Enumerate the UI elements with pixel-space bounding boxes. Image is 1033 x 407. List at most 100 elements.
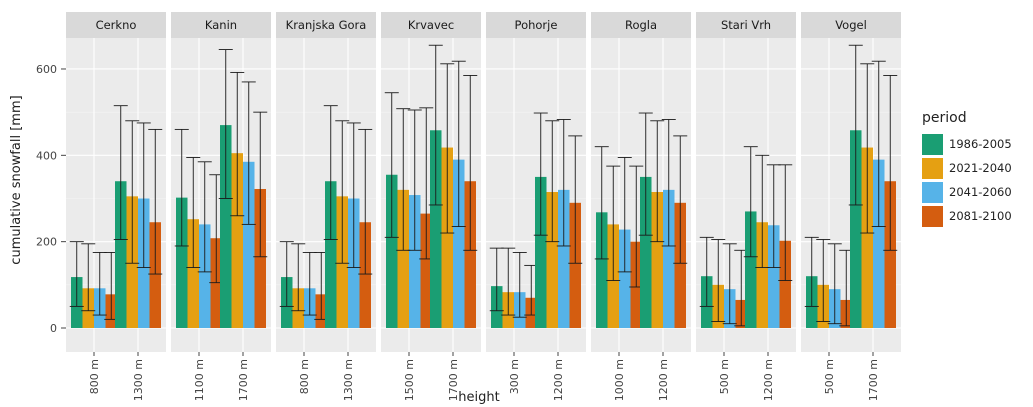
x-tick-label: 1700 m bbox=[867, 359, 880, 401]
x-tick-label: 1200 m bbox=[762, 359, 775, 401]
bar-2081-2100 bbox=[254, 188, 266, 328]
error-bar bbox=[650, 120, 665, 243]
error-bar bbox=[743, 146, 758, 258]
error-bar bbox=[778, 164, 793, 281]
facet-panel: Stari Vrh 500 m 1200 m bbox=[696, 12, 796, 401]
facet-strip bbox=[591, 12, 691, 38]
facet-title: Pohorje bbox=[515, 18, 558, 32]
error-bar bbox=[860, 63, 875, 234]
bar-2081-2100 bbox=[420, 213, 432, 328]
x-tick-label: 500 m bbox=[718, 359, 731, 394]
error-bar bbox=[545, 120, 560, 243]
error-bar bbox=[463, 75, 478, 251]
error-bar bbox=[594, 146, 609, 260]
legend-item: 2081-2100 bbox=[922, 204, 1027, 228]
legend-item: 1986-2005 bbox=[922, 132, 1027, 156]
facet-strip bbox=[381, 12, 481, 38]
bar-2041-2060 bbox=[663, 189, 675, 328]
facet-panel: Cerkno 800 m 1300 m bbox=[66, 12, 166, 401]
error-bar bbox=[501, 247, 516, 316]
error-bar bbox=[148, 128, 163, 275]
error-bar bbox=[358, 128, 373, 275]
bar-2021-2040 bbox=[187, 219, 199, 328]
error-bar bbox=[556, 119, 571, 247]
facet-panel: Vogel 500 m 1700 m bbox=[801, 12, 901, 401]
bar-1986-2005 bbox=[220, 125, 232, 328]
legend-swatch bbox=[922, 181, 943, 203]
x-tick-label: 800 m bbox=[88, 359, 101, 394]
error-bar bbox=[816, 239, 831, 322]
bar-1986-2005 bbox=[640, 176, 652, 328]
legend-swatch bbox=[922, 157, 943, 179]
error-bar bbox=[883, 75, 898, 251]
bar-2021-2040 bbox=[231, 153, 243, 328]
error-bar bbox=[533, 112, 548, 236]
error-bar bbox=[346, 122, 361, 269]
error-bar bbox=[673, 135, 688, 264]
x-tick-label: 1700 m bbox=[237, 359, 250, 401]
facet-title: Cerkno bbox=[96, 18, 137, 32]
bar-2041-2060 bbox=[199, 224, 211, 328]
bar-2081-2100 bbox=[569, 202, 581, 328]
x-tick-label: 500 m bbox=[823, 359, 836, 394]
y-axis-label: cumulative snowfall [mm] bbox=[9, 95, 24, 264]
error-bar bbox=[335, 120, 350, 264]
legend: period 1986-2005 2021-2040 2041-2060 2081-2… bbox=[922, 110, 1027, 228]
error-bar bbox=[638, 112, 653, 236]
error-bar bbox=[699, 236, 714, 307]
bar-1986-2005 bbox=[386, 174, 398, 328]
bar-2021-2040 bbox=[861, 147, 873, 328]
y-tick-label: 200 bbox=[36, 236, 57, 249]
legend-swatch bbox=[922, 205, 943, 227]
error-bar bbox=[136, 122, 151, 269]
bar-1986-2005 bbox=[850, 130, 862, 328]
error-bar bbox=[69, 241, 84, 307]
error-bar bbox=[512, 252, 527, 318]
legend-swatch bbox=[922, 133, 943, 155]
legend-title: period bbox=[922, 110, 967, 126]
error-bar bbox=[617, 157, 632, 273]
facet-strip bbox=[276, 12, 376, 38]
bar-2081-2100 bbox=[779, 240, 791, 328]
facet-strip bbox=[66, 12, 166, 38]
bar-2021-2040 bbox=[546, 192, 558, 328]
legend-item: 2021-2040 bbox=[922, 156, 1027, 180]
error-bar bbox=[174, 128, 189, 247]
legend-label: 2081-2100 bbox=[949, 209, 1012, 223]
error-bar bbox=[711, 239, 726, 322]
error-bar bbox=[440, 63, 455, 234]
error-bar bbox=[197, 161, 212, 273]
bar-2021-2040 bbox=[756, 222, 768, 328]
bar-2021-2040 bbox=[397, 189, 409, 328]
bar-2021-2040 bbox=[441, 147, 453, 328]
facet-title: Vogel bbox=[835, 18, 867, 32]
error-bar bbox=[848, 44, 863, 206]
bar-2041-2060 bbox=[409, 195, 421, 328]
legend-label: 1986-2005 bbox=[949, 137, 1012, 151]
facet-title: Kranjska Gora bbox=[286, 18, 367, 32]
error-bar bbox=[407, 109, 422, 251]
error-bar bbox=[451, 60, 466, 228]
bar-2081-2100 bbox=[464, 181, 476, 328]
x-tick-label: 1500 m bbox=[403, 359, 416, 401]
x-tick-label: 1700 m bbox=[447, 359, 460, 401]
y-tick-label: 600 bbox=[36, 63, 57, 76]
x-tick-label: 1300 m bbox=[132, 359, 145, 401]
y-tick-label: 400 bbox=[36, 149, 57, 162]
bar-2041-2060 bbox=[558, 189, 570, 328]
bar-2041-2060 bbox=[619, 229, 631, 328]
facet-title: Krvavec bbox=[408, 18, 454, 32]
bar-1986-2005 bbox=[596, 212, 608, 328]
x-tick-label: 300 m bbox=[508, 359, 521, 394]
error-bar bbox=[125, 120, 140, 264]
error-bar bbox=[804, 236, 819, 307]
error-bar bbox=[428, 44, 443, 206]
error-bar bbox=[323, 105, 338, 240]
x-tick-label: 1200 m bbox=[552, 359, 565, 401]
bar-1986-2005 bbox=[430, 130, 442, 328]
error-bar bbox=[241, 81, 256, 225]
x-tick-label: 1200 m bbox=[657, 359, 670, 401]
facet-title: Rogla bbox=[625, 18, 657, 32]
facet-title: Kanin bbox=[205, 18, 237, 32]
